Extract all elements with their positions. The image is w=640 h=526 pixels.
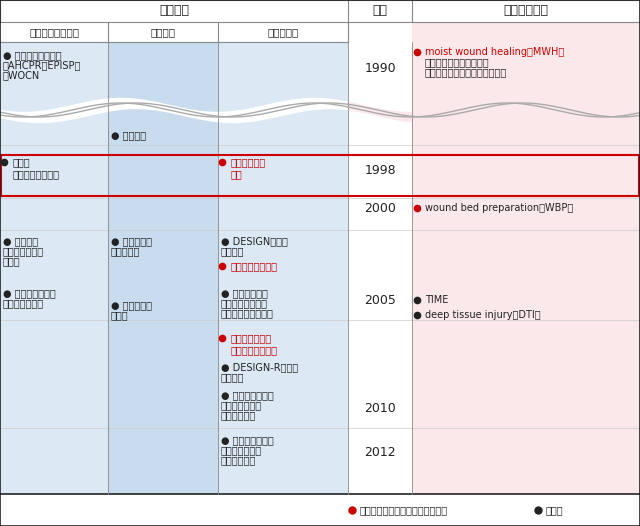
- Text: その他: その他: [546, 505, 564, 515]
- Text: 厚生労働省の動き: 厚生労働省の動き: [29, 27, 79, 37]
- Text: エポックメイキングとなった事柄: エポックメイキングとなった事柄: [360, 505, 448, 515]
- Text: ドライドレッシングから: ドライドレッシングから: [425, 57, 490, 67]
- Text: 2005: 2005: [364, 294, 396, 307]
- Text: 褥瘡問題: 褥瘡問題: [111, 246, 140, 256]
- Text: ● ラップ療法: ● ラップ療法: [111, 300, 152, 310]
- Bar: [348, 0, 412, 526]
- Text: の公表: の公表: [221, 372, 244, 382]
- Text: 治療ガイドブック: 治療ガイドブック: [231, 345, 278, 355]
- Text: 設立: 設立: [231, 169, 243, 179]
- Text: AHCPR、EPISP、: AHCPR、EPISP、: [3, 60, 81, 70]
- Text: moist wound healing（MWH）: moist wound healing（MWH）: [425, 47, 564, 57]
- Text: の公表: の公表: [221, 246, 244, 256]
- Text: ● 欧米ガイドライン: ● 欧米ガイドライン: [3, 50, 61, 60]
- Bar: [412, 0, 640, 526]
- Text: ● 褥瘡ハイリスク: ● 褥瘡ハイリスク: [3, 288, 56, 298]
- Text: 在宅褥瘡予防・: 在宅褥瘡予防・: [231, 333, 272, 343]
- Text: 2010: 2010: [364, 401, 396, 414]
- Text: ガイドライン: ガイドライン: [221, 445, 262, 455]
- Text: 社会状況: 社会状況: [150, 27, 175, 37]
- Text: 患者ケア加算: 患者ケア加算: [3, 298, 44, 308]
- Text: ● DESIGN-Rツール: ● DESIGN-Rツール: [221, 362, 298, 372]
- Bar: [108, 0, 218, 526]
- Text: wound bed preparation（WBP）: wound bed preparation（WBP）: [425, 203, 573, 213]
- Text: ガイドライン: ガイドライン: [221, 400, 262, 410]
- Bar: [0, 494, 640, 526]
- Text: ● 科学的根拠に: ● 科学的根拠に: [221, 288, 268, 298]
- Text: 1998: 1998: [364, 164, 396, 177]
- Text: （第３版）: （第３版）: [221, 455, 256, 465]
- Text: ● 褥瘡予防・管理: ● 褥瘡予防・管理: [221, 435, 274, 445]
- Text: deep tissue injury（DTI）: deep tissue injury（DTI）: [425, 310, 541, 320]
- Bar: [0, 22, 348, 42]
- Text: 未実施減算の: 未実施減算の: [3, 246, 44, 256]
- Text: ガイドライン策定: ガイドライン策定: [13, 169, 60, 179]
- Text: ● DESIGNツール: ● DESIGNツール: [221, 236, 288, 246]
- Text: ● 褥瘡対策: ● 褥瘡対策: [3, 236, 38, 246]
- Text: 実施: 実施: [3, 256, 20, 266]
- Text: ● 急性期病院: ● 急性期病院: [111, 236, 152, 246]
- Text: 厚生省: 厚生省: [13, 157, 31, 167]
- Bar: [0, 0, 640, 22]
- Text: 2000: 2000: [364, 201, 396, 215]
- Text: 日本褥瘡学会: 日本褥瘡学会: [231, 157, 266, 167]
- Text: 2012: 2012: [364, 446, 396, 459]
- Bar: [218, 0, 348, 526]
- Text: ウェットドレッシングへの移行: ウェットドレッシングへの移行: [425, 67, 508, 77]
- Text: 論争: 論争: [111, 310, 129, 320]
- Text: 社会動向: 社会動向: [159, 5, 189, 17]
- Bar: [0, 0, 108, 526]
- Bar: [1, 155, 639, 196]
- Text: 創傷治癒理論: 創傷治癒理論: [504, 5, 548, 17]
- Text: ● 褥瘡予防・管理: ● 褥瘡予防・管理: [221, 390, 274, 400]
- Text: （第２版）: （第２版）: [221, 410, 256, 420]
- Text: TIME: TIME: [425, 295, 449, 305]
- Text: ● 消毒論争: ● 消毒論争: [111, 130, 146, 140]
- Text: 1990: 1990: [364, 62, 396, 75]
- Text: 学会の動き: 学会の動き: [268, 27, 299, 37]
- Text: 西暦: 西暦: [372, 5, 387, 17]
- Text: 治療ガイドライン: 治療ガイドライン: [221, 308, 274, 318]
- Text: 基づく褥瘡局所: 基づく褥瘡局所: [221, 298, 268, 308]
- Text: WOCN: WOCN: [3, 70, 40, 80]
- Text: チーム医療の展開: チーム医療の展開: [231, 261, 278, 271]
